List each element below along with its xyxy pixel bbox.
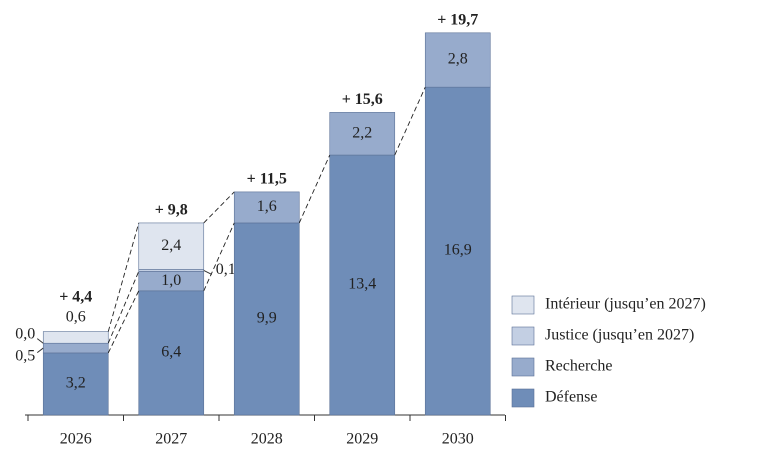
leader-line: [36, 338, 44, 344]
total-label: + 15,6: [342, 91, 383, 108]
legend-label: Défense: [545, 389, 597, 406]
x-tick-label: 2030: [442, 431, 474, 448]
total-label: + 4,4: [59, 288, 92, 305]
x-tick-label: 2029: [346, 431, 378, 448]
bar-segment: [424, 86, 491, 416]
data-label: 13,4: [348, 276, 376, 293]
leader-line: [36, 347, 44, 354]
data-label: 3,2: [66, 375, 86, 392]
x-tick-label: 2027: [155, 431, 187, 448]
connector: [203, 191, 235, 224]
data-label: 9,9: [257, 310, 277, 327]
data-label: 2,4: [161, 237, 181, 254]
leader-line: [203, 270, 212, 275]
data-label: 0,5: [15, 347, 35, 364]
bar-segment: [329, 112, 396, 156]
x-tick-label: 2028: [251, 431, 283, 448]
bar-segment: [42, 331, 109, 344]
bar-segment: [329, 154, 396, 416]
data-label: 0,0: [15, 325, 35, 342]
legend-label: Intérieur (jusqu’en 2027): [545, 296, 706, 313]
bar-segment: [42, 342, 109, 354]
bar-segment: [138, 222, 205, 270]
bar-segment: [138, 290, 205, 416]
connector: [298, 154, 331, 224]
bar-segment: [424, 32, 491, 88]
total-label: + 9,8: [155, 202, 188, 219]
data-label: 6,4: [161, 344, 181, 361]
legend-label: Justice (jusqu’en 2027): [545, 327, 694, 344]
legend-swatch: [511, 295, 535, 315]
bar-segment: [233, 222, 300, 416]
connector: [107, 290, 140, 354]
connector: [203, 222, 235, 292]
legend-label: Recherche: [545, 358, 613, 375]
legend-swatch: [511, 326, 535, 346]
legend-swatch: [511, 388, 535, 408]
data-label: 2,2: [352, 124, 372, 141]
connector: [394, 86, 426, 156]
data-label: 2,8: [448, 51, 468, 68]
total-label: + 19,7: [437, 11, 478, 28]
total-label: + 11,5: [247, 171, 287, 188]
data-label: 1,0: [161, 272, 181, 289]
legend-swatch: [511, 357, 535, 377]
data-label: 0,6: [66, 308, 86, 325]
x-tick-label: 2026: [60, 431, 92, 448]
bar-segment: [233, 191, 300, 224]
connector: [107, 222, 140, 332]
data-label: 16,9: [444, 242, 472, 259]
bar-segment: [42, 352, 109, 416]
connector: [107, 271, 140, 344]
data-label: 1,6: [257, 198, 277, 215]
data-label: 0,1: [216, 261, 236, 278]
